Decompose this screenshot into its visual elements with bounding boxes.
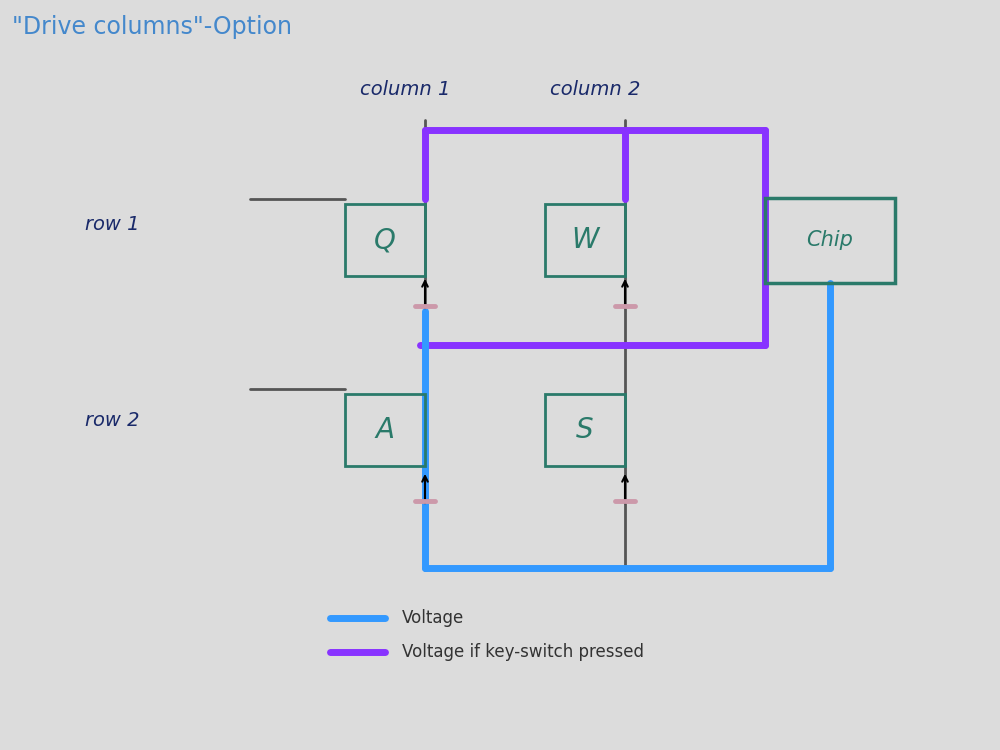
Text: W: W (571, 226, 599, 254)
Text: S: S (576, 416, 594, 444)
Bar (545, 204, 625, 276)
Bar (345, 394, 425, 466)
Text: "Drive columns"-Option: "Drive columns"-Option (12, 15, 292, 39)
Text: Q: Q (374, 226, 396, 254)
Text: Voltage if key-switch pressed: Voltage if key-switch pressed (402, 643, 644, 661)
Text: row 1: row 1 (85, 215, 140, 235)
Text: A: A (376, 416, 394, 444)
Text: column 2: column 2 (550, 80, 640, 99)
Text: Chip: Chip (807, 230, 853, 250)
Text: row 2: row 2 (85, 410, 140, 430)
Text: column 1: column 1 (360, 80, 450, 99)
Text: Voltage: Voltage (402, 609, 464, 627)
Bar (765, 197, 895, 283)
Bar (545, 394, 625, 466)
Bar (345, 204, 425, 276)
